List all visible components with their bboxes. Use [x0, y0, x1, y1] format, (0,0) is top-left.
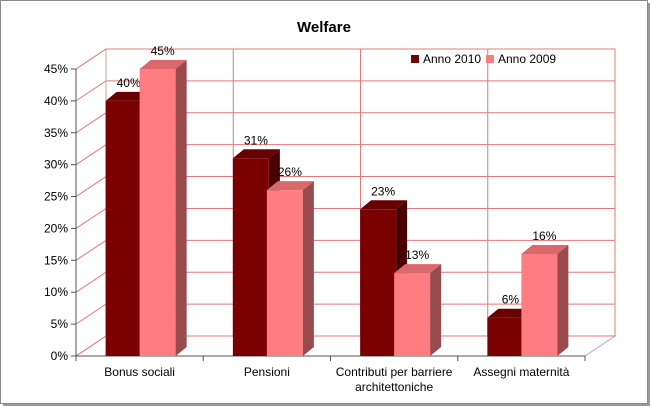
legend-label: Anno 2009	[498, 52, 556, 66]
data-label: 6%	[502, 293, 520, 307]
y-tick-label: 15%	[44, 253, 68, 267]
side-wall	[75, 48, 107, 357]
chart-title: Welfare	[297, 19, 351, 36]
y-tick-label: 45%	[44, 62, 68, 76]
gridline	[75, 48, 615, 70]
bar-anno-2010	[360, 200, 408, 356]
y-tick-label: 20%	[44, 221, 68, 235]
bar-anno-2009	[139, 60, 187, 356]
legend-swatch	[411, 55, 419, 63]
y-tick-label: 5%	[51, 317, 69, 331]
data-label: 23%	[371, 184, 395, 198]
data-label: 16%	[532, 229, 556, 243]
y-tick-label: 35%	[44, 126, 68, 140]
gridline	[75, 80, 615, 102]
x-tick-label: Assegni maternità	[473, 365, 569, 379]
x-tick-label: Bonus sociali	[104, 365, 175, 379]
y-tick-label: 25%	[44, 190, 68, 204]
y-tick-label: 0%	[51, 349, 69, 363]
bar-anno-2009	[521, 244, 569, 356]
legend-label: Anno 2010	[423, 52, 481, 66]
data-label: 40%	[117, 76, 141, 90]
x-tick-label: Contributi per barriere architettoniche	[336, 365, 453, 394]
chart-bars: 40% 31% 23% 6% 45% 26% 13% 16%	[105, 44, 569, 356]
x-tick-label: Pensioni	[244, 365, 290, 379]
data-label: 31%	[244, 133, 268, 147]
y-tick-label: 40%	[44, 94, 68, 108]
data-label: 26%	[278, 165, 302, 179]
y-tick-label: 10%	[44, 285, 68, 299]
legend-swatch	[486, 55, 494, 63]
bar-anno-2009	[394, 264, 442, 356]
y-tick-label: 30%	[44, 158, 68, 172]
data-label: 13%	[405, 248, 429, 262]
bar-anno-2009	[266, 181, 314, 356]
chart-legend: Anno 2010 Anno 2009	[411, 52, 556, 66]
data-label: 45%	[151, 44, 175, 58]
